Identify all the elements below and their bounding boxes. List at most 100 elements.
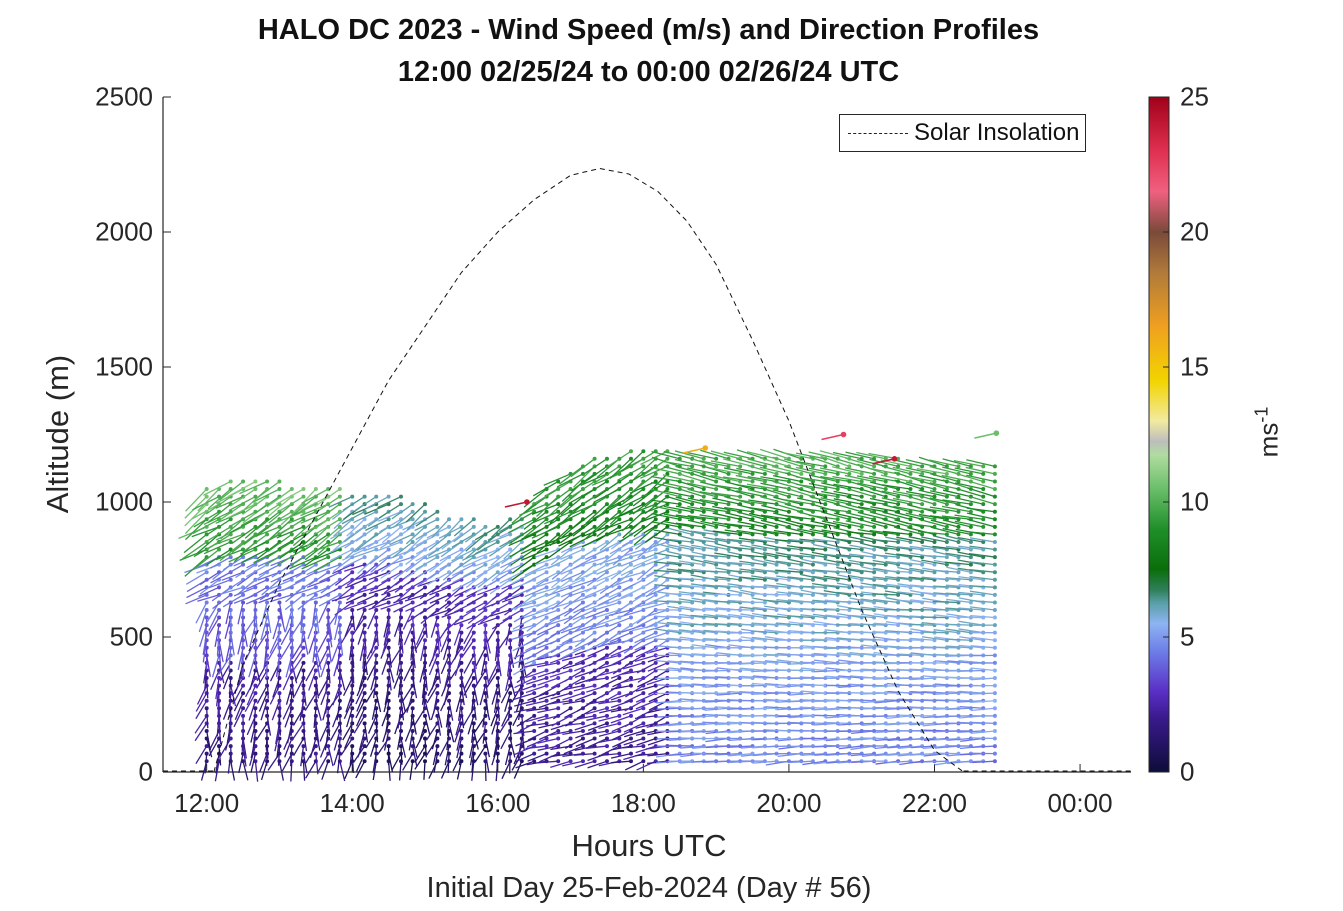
wind-vector — [345, 541, 366, 559]
wind-vector — [647, 654, 668, 663]
wind-vector — [651, 521, 680, 528]
wind-vector-head — [786, 577, 791, 582]
wind-vector — [317, 647, 329, 668]
wind-vector — [738, 537, 765, 543]
wind-vector-head — [665, 479, 670, 484]
wind-vector-head — [544, 728, 549, 733]
wind-vector-head — [726, 524, 731, 529]
wind-vector — [562, 617, 584, 632]
wind-vector — [345, 579, 365, 589]
wind-vector — [534, 579, 559, 588]
wind-vector — [491, 594, 511, 607]
wind-vector — [404, 564, 426, 580]
wind-vector — [610, 692, 632, 701]
wind-vector — [601, 647, 620, 661]
wind-vector — [600, 692, 620, 705]
wind-vector-head — [471, 676, 476, 681]
wind-vector-head — [738, 592, 743, 597]
wind-vector — [702, 554, 729, 558]
wind-vector — [342, 723, 353, 741]
wind-vector — [405, 503, 426, 523]
wind-vector-head — [738, 487, 743, 492]
wind-vector-head — [617, 751, 622, 756]
wind-vector-head — [277, 592, 282, 597]
wind-vector — [317, 533, 341, 555]
wind-vector — [294, 662, 305, 682]
wind-vector — [700, 464, 729, 475]
wind-vector-head — [617, 706, 622, 711]
wind-vector — [710, 474, 741, 483]
wind-vector — [457, 700, 463, 721]
wind-vector-head — [628, 555, 633, 560]
wind-vector — [448, 700, 454, 721]
wind-vector — [344, 601, 365, 611]
wind-vector — [399, 723, 402, 744]
wind-vector — [318, 594, 341, 607]
wind-vector — [210, 556, 231, 569]
wind-vector-head — [568, 668, 573, 673]
wind-vector — [606, 473, 632, 491]
wind-vector — [619, 571, 644, 580]
wind-vector-head — [592, 456, 597, 461]
wind-vector — [523, 518, 547, 539]
wind-vector-head — [289, 487, 294, 492]
wind-vector-head — [495, 524, 500, 529]
wind-vector-head — [568, 555, 573, 560]
wind-vector — [663, 450, 693, 460]
wind-vector — [500, 730, 511, 750]
wind-vector — [289, 541, 317, 554]
wind-vector — [199, 571, 220, 586]
wind-vector — [692, 683, 717, 687]
wind-vector-head — [374, 744, 379, 749]
wind-vector — [291, 632, 294, 656]
wind-vector — [526, 617, 547, 632]
wind-vector — [699, 514, 729, 520]
wind-vector — [447, 753, 450, 774]
wind-vector-head — [253, 487, 258, 492]
wind-vector — [354, 518, 377, 534]
wind-vector — [463, 670, 475, 690]
wind-vector-head — [326, 759, 331, 764]
wind-vector — [715, 593, 741, 596]
wind-vector — [559, 579, 584, 590]
wind-vector — [653, 561, 680, 566]
wind-vector — [381, 655, 390, 675]
wind-vector — [653, 569, 680, 573]
wind-vector-head — [592, 608, 597, 612]
wind-vector — [501, 760, 511, 780]
wind-vector — [377, 496, 402, 509]
wind-vector — [293, 488, 317, 513]
wind-vector — [622, 594, 644, 609]
wind-vector — [509, 753, 511, 774]
wind-vector — [502, 609, 523, 622]
wind-vector — [217, 503, 244, 522]
wind-vector — [230, 746, 233, 767]
wind-vector — [414, 753, 426, 770]
wind-vector — [211, 655, 220, 678]
wind-vector — [740, 745, 765, 749]
wind-vector — [608, 616, 632, 627]
wind-vector-head — [665, 555, 670, 560]
wind-vector — [429, 609, 450, 618]
wind-vector-head — [665, 630, 670, 635]
wind-vector — [386, 700, 390, 721]
wind-vector — [572, 579, 595, 588]
wind-vector — [242, 533, 268, 553]
wind-vector-head — [495, 691, 500, 696]
wind-vector — [239, 480, 268, 495]
wind-vector-head — [277, 487, 282, 492]
wind-vector — [288, 511, 317, 524]
wind-vector-head — [738, 577, 743, 582]
wind-vector — [185, 571, 208, 585]
wind-vector-head — [762, 517, 767, 522]
wind-vector-head — [617, 721, 622, 726]
wind-vector — [411, 655, 415, 676]
wind-vector-head — [872, 547, 877, 552]
wind-vector-head — [337, 517, 342, 522]
wind-vector — [467, 715, 475, 735]
wind-vector-head — [386, 532, 391, 537]
wind-vector — [424, 617, 428, 638]
wind-vector-head — [435, 615, 440, 620]
wind-vector — [607, 594, 632, 605]
